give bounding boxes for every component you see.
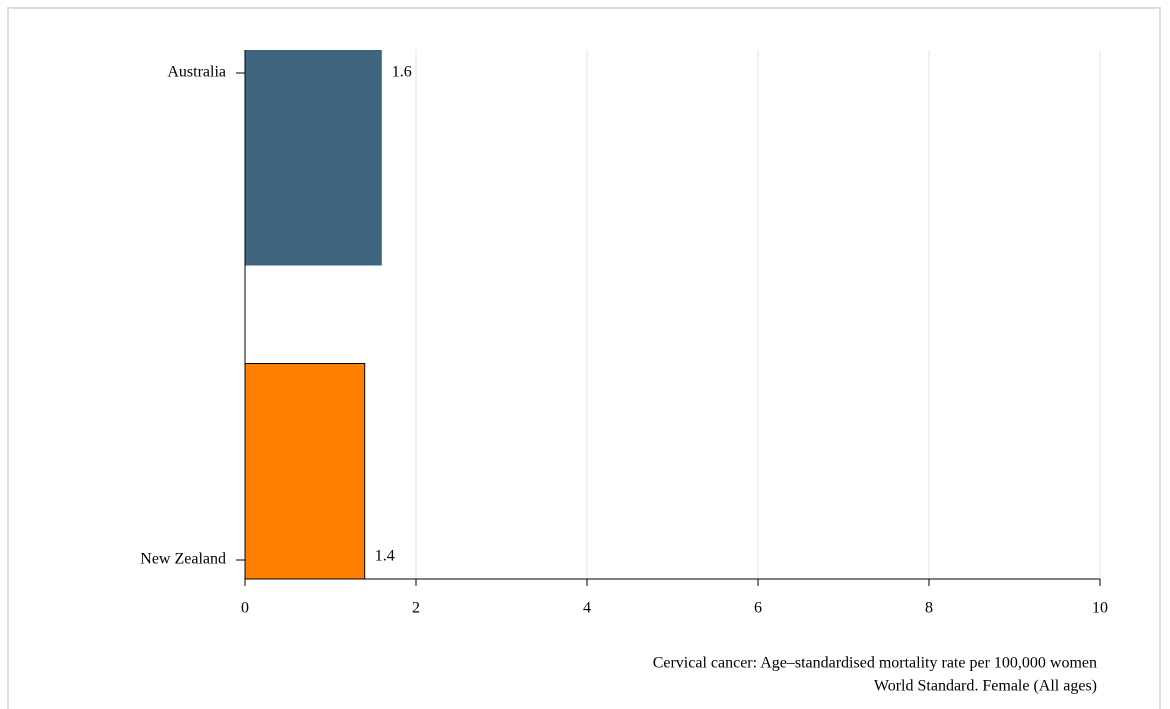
x-tick-label: 8 bbox=[925, 600, 933, 617]
bar bbox=[244, 363, 366, 580]
caption: Cervical cancer: Age–standardised mortal… bbox=[653, 655, 1097, 672]
y-tick-label: Australia bbox=[167, 64, 226, 81]
x-tick-label: 6 bbox=[754, 600, 762, 617]
x-tick-label: 0 bbox=[241, 600, 249, 617]
y-tick-label: New Zealand bbox=[140, 551, 226, 568]
frame bbox=[7, 7, 1161, 709]
x-tick-label: 2 bbox=[412, 600, 420, 617]
value-label: 1.6 bbox=[392, 64, 412, 81]
x-tick-label: 4 bbox=[583, 600, 591, 617]
value-label: 1.4 bbox=[375, 548, 395, 565]
x-tick-label: 10 bbox=[1092, 600, 1108, 617]
caption: World Standard. Female (All ages) bbox=[874, 678, 1097, 695]
bar bbox=[245, 50, 382, 266]
